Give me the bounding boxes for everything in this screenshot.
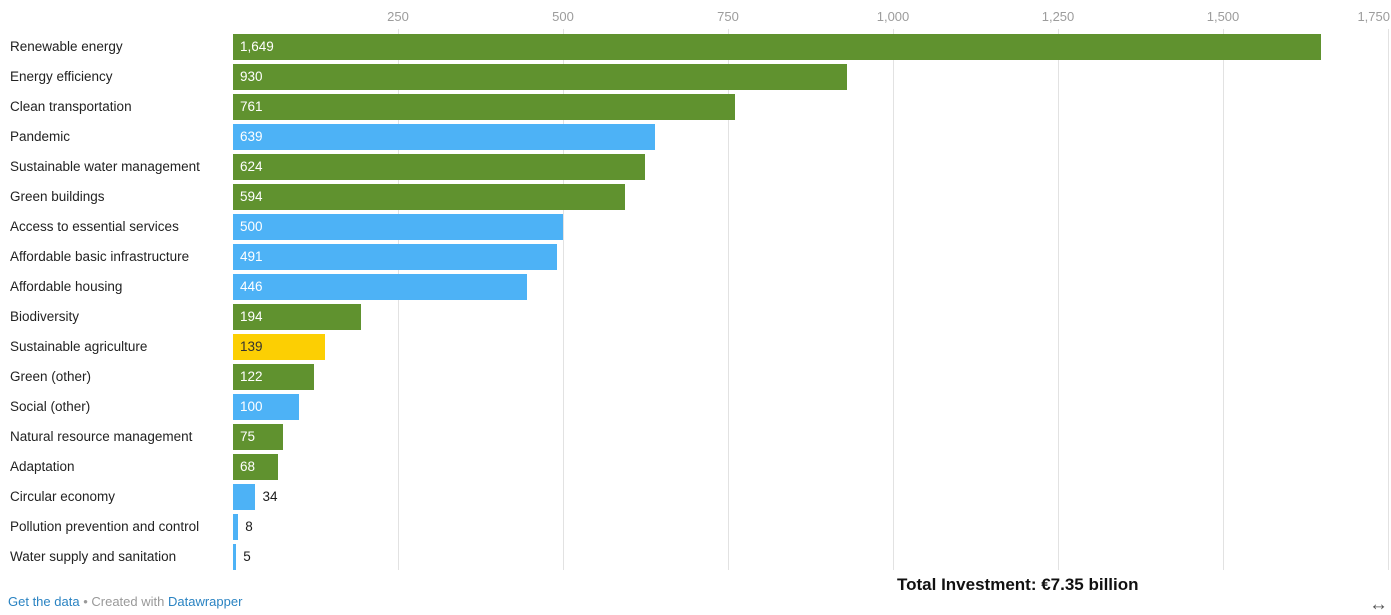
category-label: Sustainable water management [10, 159, 200, 174]
value-label: 75 [240, 429, 256, 444]
total-investment-annotation: Total Investment: €7.35 billion [897, 575, 1139, 594]
bar [233, 394, 299, 420]
category-label: Clean transportation [10, 99, 132, 114]
category-label: Sustainable agriculture [10, 339, 148, 354]
value-label: 122 [240, 369, 263, 384]
value-label: 139 [240, 339, 263, 354]
bar-row: Clean transportation 761 [0, 92, 1391, 122]
bar-row: Sustainable water management 624 [0, 152, 1391, 182]
category-label: Green (other) [10, 369, 92, 384]
bar-row: Water supply and sanitation 5 [0, 542, 1391, 572]
gridline [1058, 29, 1059, 570]
category-label: Water supply and sanitation [10, 549, 177, 564]
value-label: 1,649 [240, 39, 274, 54]
x-axis-tick-label: 1,250 [1041, 9, 1075, 24]
category-label: Circular economy [10, 489, 116, 504]
bar-row: Pandemic 639 [0, 122, 1391, 152]
bar-row: Circular economy 34 [0, 482, 1391, 512]
bar-row: Adaptation 68 [0, 452, 1391, 482]
value-label: 761 [240, 99, 263, 114]
category-label: Green buildings [10, 189, 105, 204]
x-axis-tick-label: 500 [552, 9, 574, 24]
bar [233, 424, 283, 450]
value-label: 8 [245, 519, 253, 534]
category-label: Pollution prevention and control [10, 519, 200, 534]
bar [233, 274, 528, 300]
x-axis-tick-label: 1,000 [876, 9, 910, 24]
bar [233, 364, 314, 390]
bar [233, 124, 655, 150]
value-label: 491 [240, 249, 263, 264]
bar-row: Natural resource management 75 [0, 422, 1391, 452]
gridline [1388, 29, 1389, 570]
bar-row: Green (other) 122 [0, 362, 1391, 392]
bar [233, 334, 325, 360]
x-axis-tick-label: 1,750 [1357, 9, 1390, 24]
bar-row: Access to essential services 500 [0, 212, 1391, 242]
gridline [1223, 29, 1224, 570]
value-label: 194 [240, 309, 263, 324]
resize-horizontal-icon[interactable]: ↔ [1369, 594, 1388, 615]
category-label: Access to essential services [10, 219, 179, 234]
bar [233, 64, 847, 90]
bar-row: Renewable energy 1,649 [0, 32, 1391, 62]
datawrapper-link[interactable]: Datawrapper [167, 594, 243, 609]
bar [233, 484, 256, 510]
gridline [563, 29, 564, 570]
bar [233, 454, 278, 480]
x-axis-tick-label: 750 [717, 9, 739, 24]
value-label: 5 [243, 549, 251, 564]
value-label: 594 [240, 189, 263, 204]
category-label: Affordable housing [10, 279, 123, 294]
value-label: 100 [240, 399, 263, 414]
category-label: Affordable basic infrastructure [10, 249, 190, 264]
category-label: Social (other) [10, 399, 91, 414]
bar [233, 34, 1322, 60]
chart-footer: Get the data • Created with Datawrapper [8, 594, 242, 609]
x-axis-tick-label: 1,500 [1206, 9, 1240, 24]
bar [233, 94, 736, 120]
bar-row: Biodiversity 194 [0, 302, 1391, 332]
bar-row: Affordable basic infrastructure 491 [0, 242, 1391, 272]
footer-created-with: Created with [91, 594, 165, 609]
bar [233, 154, 645, 180]
category-label: Pandemic [10, 129, 71, 144]
value-label: 639 [240, 129, 263, 144]
category-label: Natural resource management [10, 429, 193, 444]
x-axis-tick-label: 250 [387, 9, 409, 24]
bar-row: Social (other) 100 [0, 392, 1391, 422]
gridline [728, 29, 729, 570]
bar-row: Pollution prevention and control 8 [0, 512, 1391, 542]
bar-row: Green buildings 594 [0, 182, 1391, 212]
bar [233, 304, 362, 330]
bar-row: Energy efficiency 930 [0, 62, 1391, 92]
value-label: 930 [240, 69, 263, 84]
bar-row: Affordable housing 446 [0, 272, 1391, 302]
value-label: 68 [240, 459, 256, 474]
bar [233, 244, 558, 270]
value-label: 624 [240, 159, 263, 174]
category-label: Renewable energy [10, 39, 123, 54]
gridline [893, 29, 894, 570]
bar-row: Sustainable agriculture 139 [0, 332, 1391, 362]
bar [233, 214, 563, 240]
get-the-data-link[interactable]: Get the data [8, 594, 80, 609]
value-label: 500 [240, 219, 263, 234]
bar [233, 544, 237, 570]
bar [233, 514, 239, 540]
category-label: Biodiversity [10, 309, 80, 324]
footer-separator: • [83, 594, 88, 609]
category-label: Energy efficiency [10, 69, 113, 84]
value-label: 446 [240, 279, 263, 294]
bar [233, 184, 626, 210]
value-label: 34 [262, 489, 278, 504]
category-label: Adaptation [10, 459, 75, 474]
